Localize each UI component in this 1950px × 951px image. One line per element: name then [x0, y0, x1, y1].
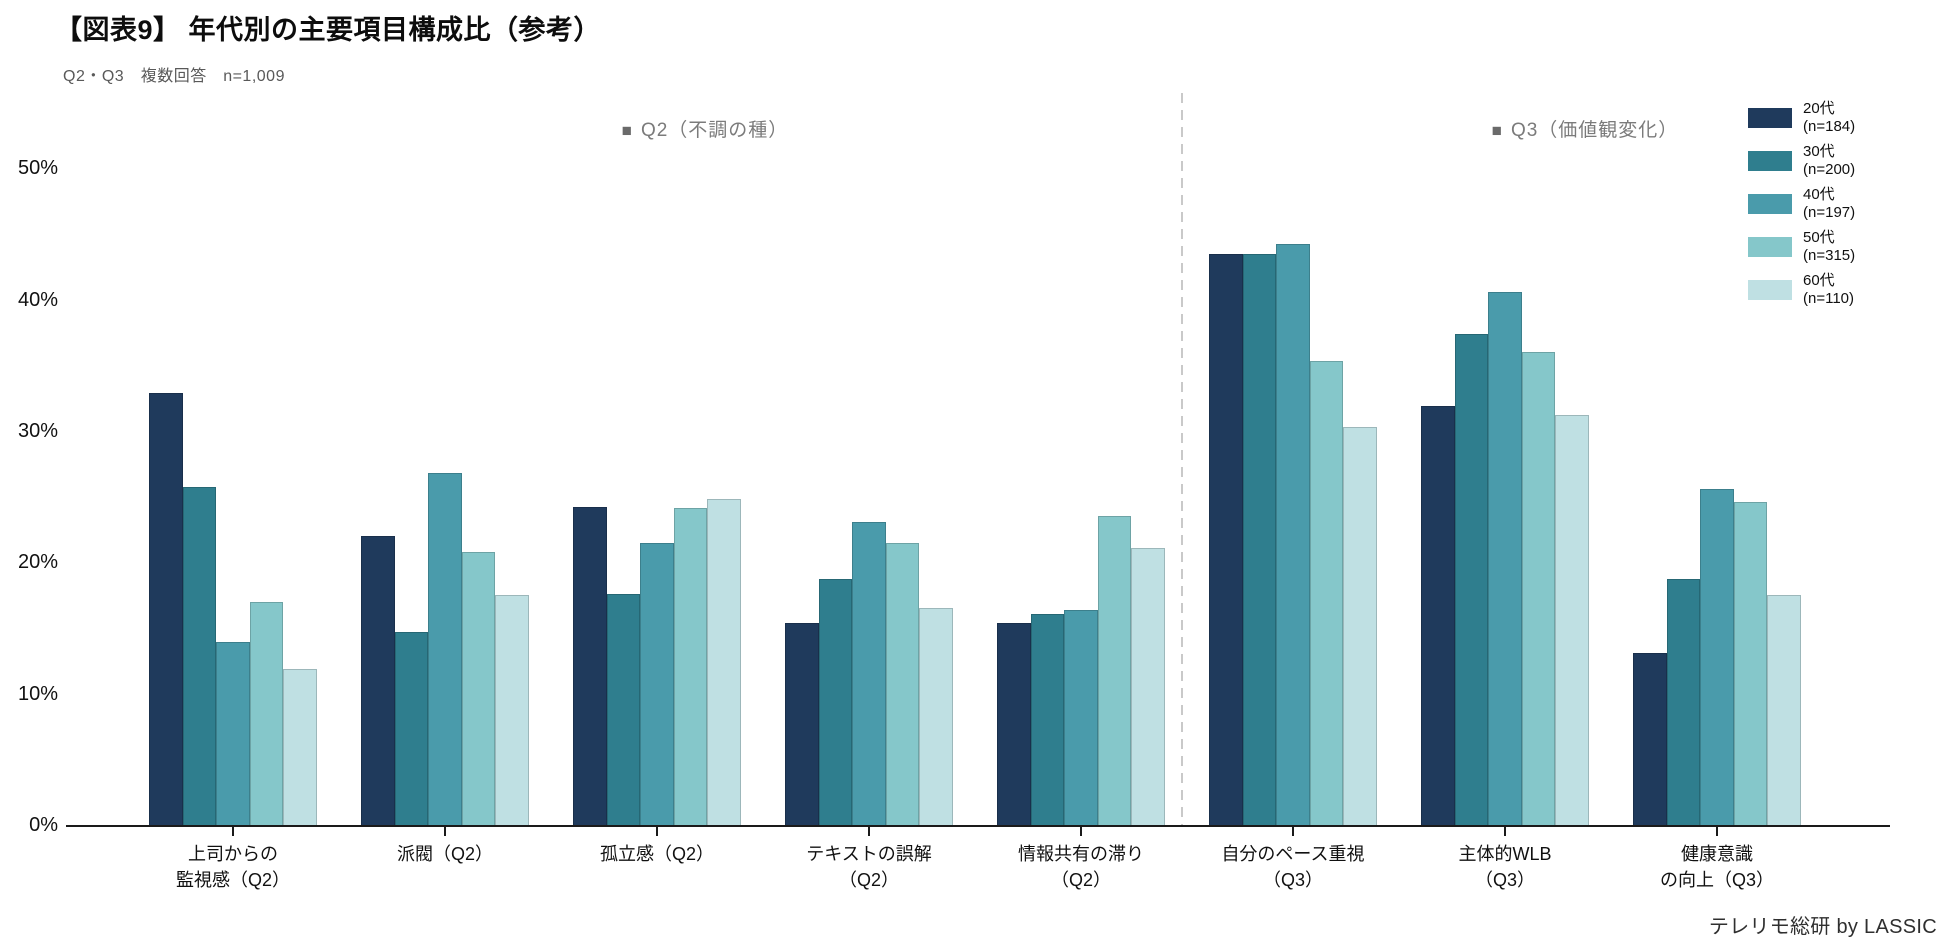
- x-axis-tick-mark: [232, 827, 234, 836]
- bar-30代-category-5: [1030, 613, 1065, 825]
- q2-q3-divider-line: [1181, 93, 1183, 825]
- y-axis-tick-label: 10%: [17, 682, 58, 705]
- bar-60代-category-3: [707, 499, 741, 825]
- bar-50代-category-7: [1521, 352, 1556, 825]
- bar-60代-category-7: [1555, 415, 1589, 825]
- footer-credit: テレリモ総研 by LASSIC: [1708, 916, 1937, 938]
- legend-swatch-icon: [1748, 151, 1792, 171]
- legend-swatch-icon: [1748, 108, 1792, 128]
- y-axis-tick-label: 40%: [17, 288, 58, 311]
- bar-60代-category-6: [1343, 427, 1377, 825]
- legend-item-30代: 30代 (n=200): [1748, 143, 1855, 179]
- bar-50代-category-5: [1097, 516, 1132, 825]
- bar-50代-category-6: [1309, 361, 1344, 825]
- bar-40代-category-8: [1700, 488, 1734, 825]
- bar-60代-category-1: [283, 668, 317, 825]
- bar-20代-category-4: [785, 622, 819, 825]
- category-label: 派閥（Q2）: [396, 844, 493, 864]
- bar-30代-category-2: [394, 631, 429, 825]
- legend-item-60代: 60代 (n=110): [1748, 272, 1855, 308]
- category-label: 主体的WLB （Q3）: [1458, 844, 1552, 890]
- legend-item-50代: 50代 (n=315): [1748, 229, 1855, 265]
- x-axis-tick-mark: [1504, 827, 1506, 836]
- bar-60代-category-5: [1131, 547, 1165, 825]
- category-label: 自分のペース重視 （Q3）: [1221, 844, 1365, 890]
- bar-20代-category-7: [1421, 406, 1455, 825]
- bar-50代-category-2: [461, 551, 496, 825]
- bar-30代-category-8: [1666, 579, 1701, 825]
- bar-30代-category-7: [1454, 333, 1489, 825]
- bar-20代-category-2: [361, 536, 395, 825]
- x-axis-tick-mark: [444, 827, 446, 836]
- x-axis-line: [66, 825, 1890, 827]
- legend-label: 40代 (n=197): [1803, 186, 1856, 221]
- bar-20代-category-6: [1209, 253, 1243, 825]
- section-label-q3: ■ Q3（価値観変化）: [1435, 115, 1735, 142]
- bar-60代-category-2: [495, 595, 529, 825]
- bar-40代-category-4: [852, 521, 886, 825]
- bar-40代-category-5: [1064, 609, 1098, 825]
- bar-50代-category-4: [885, 542, 920, 825]
- x-axis-tick-mark: [1716, 827, 1718, 836]
- bar-30代-category-1: [182, 487, 217, 825]
- bar-40代-category-1: [216, 642, 250, 825]
- chart-subtitle: Q2・Q3 複数回答 n=1,009: [63, 68, 285, 85]
- x-axis-tick-mark: [1292, 827, 1294, 836]
- square-bullet-icon: ■: [621, 121, 633, 140]
- x-axis-tick-mark: [656, 827, 658, 836]
- category-label: 情報共有の滞り （Q2）: [1018, 844, 1144, 890]
- bar-50代-category-8: [1733, 501, 1768, 825]
- legend-label: 60代 (n=110): [1803, 272, 1855, 307]
- legend: 20代 (n=184) 30代 (n=200) 40代 (n=197) 50代 (n=…: [1748, 100, 1855, 315]
- bar-40代-category-6: [1276, 244, 1310, 825]
- square-bullet-icon: ■: [1491, 121, 1503, 140]
- bar-60代-category-4: [919, 608, 953, 825]
- y-axis-tick-label: 30%: [17, 419, 58, 442]
- bar-40代-category-7: [1488, 291, 1522, 825]
- legend-swatch-icon: [1748, 237, 1792, 257]
- x-axis-tick-mark: [868, 827, 870, 836]
- bar-20代-category-5: [997, 622, 1031, 825]
- bar-50代-category-1: [249, 601, 284, 825]
- legend-label: 50代 (n=315): [1803, 229, 1856, 264]
- x-axis-tick-mark: [1080, 827, 1082, 836]
- bar-40代-category-3: [640, 542, 674, 825]
- bar-30代-category-6: [1242, 253, 1277, 825]
- bar-30代-category-3: [606, 593, 641, 825]
- legend-swatch-icon: [1748, 280, 1792, 300]
- chart-title: 【図表9】 年代別の主要項目構成比（参考）: [55, 15, 602, 45]
- y-axis-tick-label: 0%: [29, 814, 58, 836]
- y-axis-tick-label: 20%: [17, 551, 58, 574]
- legend-item-40代: 40代 (n=197): [1748, 186, 1855, 222]
- section-label-q2: ■ Q2（不調の種）: [555, 115, 855, 142]
- bar-30代-category-4: [818, 579, 853, 825]
- bar-60代-category-8: [1767, 595, 1801, 825]
- category-label: 上司からの 監視感（Q2）: [175, 844, 290, 890]
- y-axis-tick-label: 50%: [17, 157, 58, 180]
- bar-20代-category-3: [573, 507, 607, 825]
- bar-40代-category-2: [428, 473, 462, 825]
- category-label: 健康意識 の向上（Q3）: [1659, 844, 1774, 890]
- bar-20代-category-1: [149, 392, 183, 825]
- bar-50代-category-3: [673, 508, 708, 825]
- legend-label: 30代 (n=200): [1803, 143, 1856, 178]
- legend-item-20代: 20代 (n=184): [1748, 100, 1855, 136]
- legend-label: 20代 (n=184): [1803, 100, 1856, 135]
- section-label-q3-text: Q3（価値観変化）: [1510, 120, 1679, 141]
- category-label: 孤立感（Q2）: [599, 844, 714, 864]
- legend-swatch-icon: [1748, 194, 1792, 214]
- section-label-q2-text: Q2（不調の種）: [640, 120, 789, 141]
- category-label: テキストの誤解 （Q2）: [806, 844, 932, 890]
- bar-20代-category-8: [1633, 652, 1667, 825]
